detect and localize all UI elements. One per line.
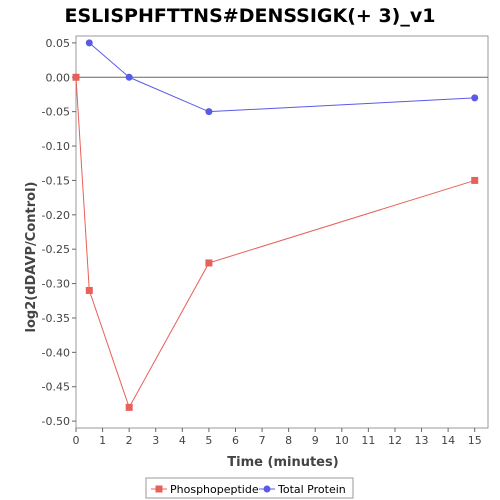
x-tick-label: 12 — [388, 434, 402, 447]
y-tick-label: 0.05 — [46, 37, 71, 50]
x-tick-label: 3 — [152, 434, 159, 447]
phosphopeptide-point — [85, 286, 93, 294]
legend-phosphopeptide-label: Phosphopeptide — [170, 483, 259, 496]
legend-total-protein-label: Total Protein — [277, 483, 346, 496]
total-protein-point — [85, 39, 93, 47]
legend-phosphopeptide-marker — [155, 485, 163, 493]
y-tick-label: -0.20 — [42, 209, 70, 222]
legend-total-protein-marker — [263, 485, 271, 493]
x-axis: 0 1 2 3 4 5 6 7 8 9 10 11 12 13 14 15 — [73, 428, 482, 447]
total-protein-point — [205, 108, 213, 116]
legend: Phosphopeptide Total Protein — [145, 477, 354, 499]
x-tick-label: 8 — [285, 434, 292, 447]
legend-box — [145, 477, 354, 499]
x-tick-label: 6 — [232, 434, 239, 447]
y-tick-label: 0.00 — [46, 71, 71, 84]
x-tick-label: 14 — [441, 434, 455, 447]
x-tick-label: 9 — [312, 434, 319, 447]
y-tick-label: -0.35 — [42, 312, 70, 325]
x-tick-label: 4 — [179, 434, 186, 447]
total-protein-line — [88, 42, 475, 113]
phosphopeptide-point — [471, 176, 479, 184]
y-axis-label: log2(dDAVP/Control) — [24, 182, 39, 333]
x-tick-label: 13 — [415, 434, 429, 447]
x-tick-label: 0 — [73, 434, 80, 447]
y-axis: 0.05 0.00 -0.05 -0.10 -0.15 -0.20 -0.25 -0.30 -0… — [42, 37, 76, 428]
x-tick-label: 5 — [205, 434, 212, 447]
x-tick-label: 7 — [259, 434, 266, 447]
x-tick-label: 15 — [468, 434, 482, 447]
x-axis-label: Time (minutes) — [227, 455, 338, 470]
x-tick-label: 2 — [126, 434, 133, 447]
plot-area — [75, 35, 489, 429]
chart-title: ESLISPHFTTNS#DENSSIGK(+ 3)_v1 — [65, 5, 436, 27]
y-tick-label: -0.05 — [42, 106, 70, 119]
x-tick-label: 1 — [99, 434, 106, 447]
total-protein-point — [125, 73, 133, 81]
total-protein-point — [471, 94, 479, 102]
x-tick-label: 10 — [335, 434, 349, 447]
y-tick-label: -0.10 — [42, 140, 70, 153]
phosphopeptide-point — [125, 403, 133, 411]
y-tick-label: -0.25 — [42, 243, 70, 256]
x-tick-label: 11 — [361, 434, 375, 447]
series-layer — [72, 39, 479, 411]
y-tick-label: -0.45 — [42, 381, 70, 394]
y-tick-label: -0.30 — [42, 278, 70, 291]
y-tick-label: -0.50 — [42, 415, 70, 428]
phosphopeptide-point — [72, 73, 80, 81]
plot-frame — [75, 35, 489, 429]
phosphopeptide-point — [205, 259, 213, 267]
y-tick-label: -0.15 — [42, 174, 70, 187]
y-tick-label: -0.40 — [42, 346, 70, 359]
